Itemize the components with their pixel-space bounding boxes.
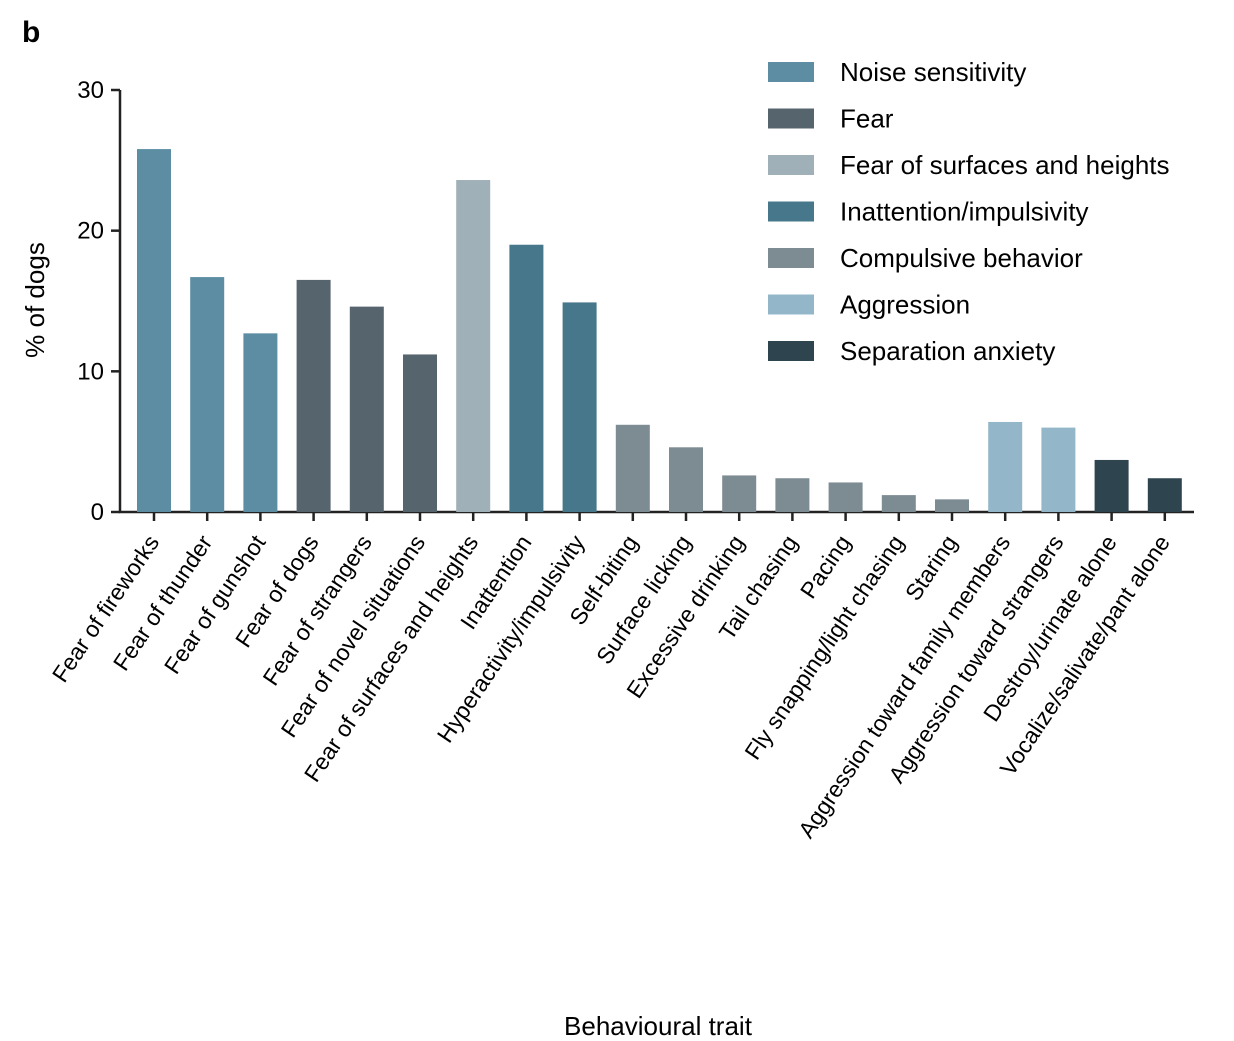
legend-swatch <box>768 155 814 175</box>
legend-label: Compulsive behavior <box>840 243 1083 273</box>
legend-label: Noise sensitivity <box>840 57 1026 87</box>
bars <box>137 149 1182 512</box>
bar <box>137 149 171 512</box>
legend-swatch <box>768 201 814 222</box>
legend-swatch <box>768 108 814 129</box>
x-axis-title: Behavioural trait <box>564 1011 753 1041</box>
bar <box>1094 459 1129 512</box>
bar <box>349 306 384 512</box>
bar <box>190 277 225 512</box>
bar <box>509 244 544 512</box>
bar <box>935 499 969 512</box>
bar <box>722 475 757 512</box>
legend-label: Inattention/impulsivity <box>840 197 1089 227</box>
legend-label: Aggression <box>840 290 970 320</box>
y-axis-title: % of dogs <box>20 242 50 358</box>
bar <box>881 495 916 512</box>
bar <box>669 447 703 512</box>
bar <box>562 302 597 512</box>
bar <box>296 279 331 512</box>
legend-label: Fear of surfaces and heights <box>840 150 1170 180</box>
y-tick-label: 0 <box>91 499 104 526</box>
bar <box>456 180 491 512</box>
legend-label: Separation anxiety <box>840 336 1055 366</box>
bar <box>1041 427 1076 512</box>
bar <box>1147 478 1182 512</box>
bar <box>828 482 863 512</box>
bar <box>988 421 1023 512</box>
y-tick-label: 30 <box>77 77 104 104</box>
legend-label: Fear <box>840 104 894 134</box>
legend-swatch <box>768 248 814 268</box>
y-tick-label: 20 <box>77 218 104 245</box>
y-tick-label: 10 <box>77 358 104 385</box>
legend-swatch <box>768 341 814 361</box>
bar <box>243 333 278 512</box>
legend-swatch <box>768 294 814 315</box>
bar <box>775 478 810 512</box>
bar <box>615 424 650 512</box>
legend: Noise sensitivity Fear Fear of surfaces an… <box>768 57 1170 366</box>
legend-swatch <box>768 62 814 82</box>
bar <box>403 354 437 512</box>
panel-label: b <box>22 16 40 49</box>
